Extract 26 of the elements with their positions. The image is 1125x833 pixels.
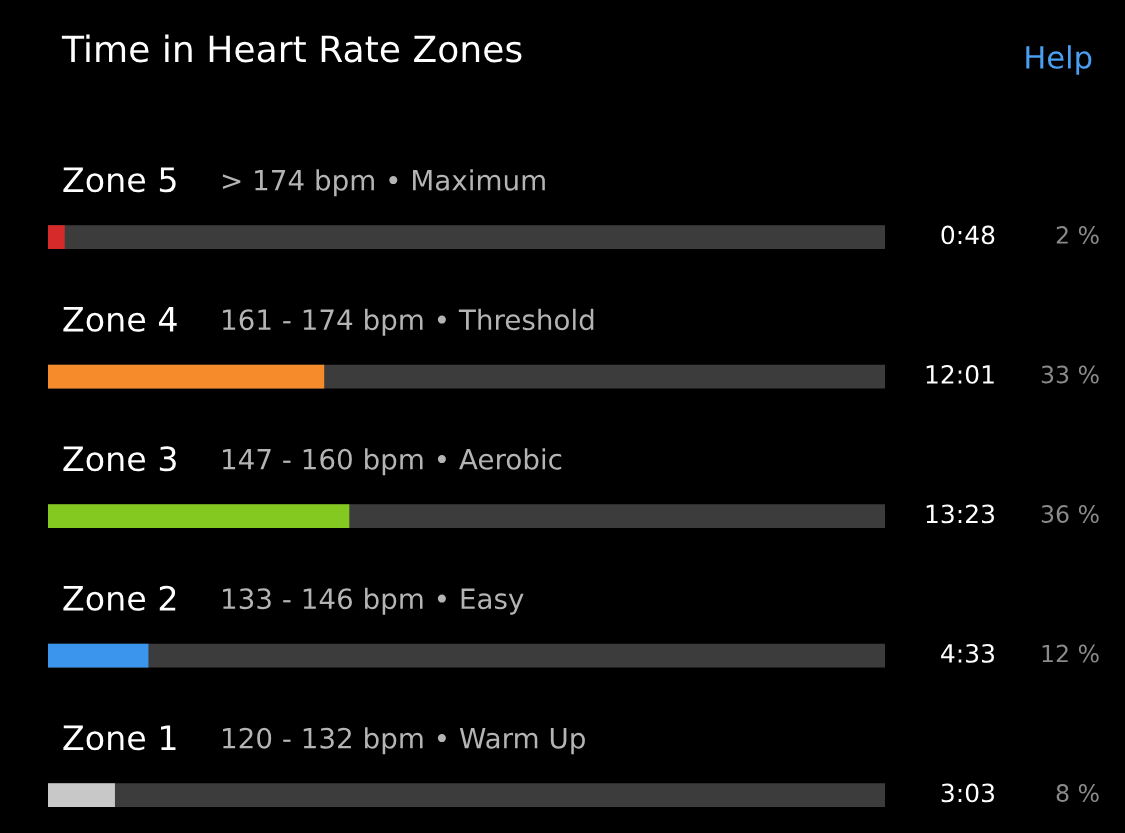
text: 13:23 — [926, 504, 994, 524]
annotation: 161 - 174 bpm • Threshold — [223, 308, 594, 336]
y-tick-label: Zone 4 — [63, 307, 177, 332]
y-tick-label: Zone 5 — [63, 167, 176, 193]
text: Help — [1026, 45, 1092, 75]
chart-title: Time in Heart Rate Zones — [61, 34, 522, 63]
y-tick-label: Zone 1 — [63, 725, 176, 751]
bar — [48, 225, 65, 249]
text: 3:03 — [941, 783, 994, 803]
data-label: 36 % — [1041, 505, 1099, 523]
text: 4:33 — [941, 643, 994, 663]
bar — [48, 643, 149, 668]
bar — [48, 783, 115, 807]
text: 0:48 — [941, 225, 995, 245]
data-label: 8 % — [1056, 784, 1099, 802]
bar — [48, 364, 325, 389]
y-tick-label: Zone 2 — [63, 585, 176, 611]
y-tick-label: Zone 3 — [63, 446, 176, 472]
data-label: 2 % — [1056, 226, 1099, 244]
annotation: 147 - 160 bpm • Aerobic — [223, 448, 562, 476]
data-label: 12 % — [1042, 644, 1099, 663]
annotation: > 174 bpm • Maximum — [222, 169, 545, 197]
data-label: 33 % — [1041, 365, 1099, 384]
text: 12:01 — [926, 364, 994, 384]
annotation: 133 - 146 bpm • Easy — [223, 587, 524, 615]
annotation: 120 - 132 bpm • Warm Up — [223, 727, 585, 755]
